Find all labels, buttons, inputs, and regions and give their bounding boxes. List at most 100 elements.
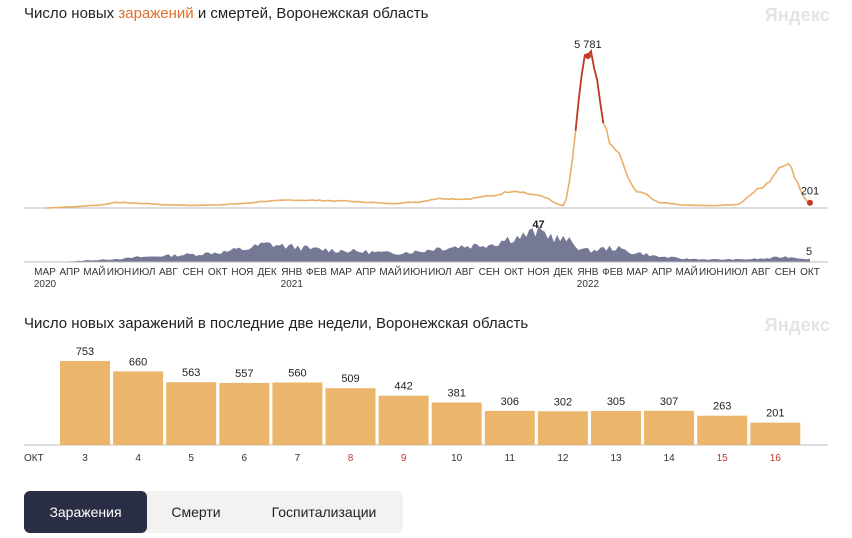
deaths-end-label: 5 (806, 246, 812, 258)
cases-end-dot (807, 199, 813, 206)
bar-category-label: 9 (401, 453, 407, 464)
cases-end-label: 201 (801, 186, 819, 198)
bar-value-label: 753 (76, 346, 94, 358)
yandex-logo: Яндекс (764, 5, 830, 25)
month-tick-label: СЕН (479, 267, 500, 278)
month-tick-label: ДЕК (257, 267, 276, 278)
title-part: и смертей, Воронежская область (193, 5, 429, 22)
month-tick-label: МАР (34, 267, 56, 278)
bar (644, 410, 695, 445)
bar (697, 415, 748, 445)
month-tick-label: ОКТ (504, 267, 524, 278)
month-tick-label: АПР (652, 267, 673, 278)
year-tick-label: 2022 (577, 279, 600, 290)
metric-tabs: Заражения Смерти Госпитализации (24, 491, 403, 533)
month-tick-label: ОКТ (800, 267, 820, 278)
bar-month-label: ОКТ (24, 453, 44, 464)
month-tick-label: ИЮН (107, 267, 132, 278)
bar-category-label: 7 (295, 453, 301, 464)
year-tick-label: 2021 (281, 279, 304, 290)
year-tick-label: 2020 (34, 279, 57, 290)
month-tick-label: ДЕК (554, 267, 573, 278)
month-tick-label: НОЯ (231, 267, 253, 278)
month-tick-label: ИЮЛ (132, 267, 155, 278)
bar-category-label: 15 (717, 453, 729, 464)
bar-category-label: 6 (242, 453, 248, 464)
month-tick-label: ЯНВ (281, 267, 302, 278)
bar (484, 410, 535, 445)
bar (750, 422, 801, 445)
cases-line (45, 49, 811, 209)
month-tick-label: МАЙ (379, 265, 401, 278)
bar-value-label: 563 (182, 367, 200, 379)
bar-value-label: 560 (288, 368, 306, 380)
bar-value-label: 442 (394, 381, 412, 393)
month-tick-label: АПР (356, 267, 377, 278)
month-tick-label: АВГ (455, 267, 474, 278)
cases-peak-label: 5 781 (574, 39, 602, 51)
month-tick-label: ИЮЛ (724, 267, 747, 278)
month-tick-label: ИЮЛ (428, 267, 451, 278)
bar (272, 382, 323, 445)
bar-value-label: 307 (660, 396, 678, 408)
bar-category-label: 14 (664, 453, 676, 464)
month-tick-label: МАР (626, 267, 648, 278)
bar-value-label: 381 (448, 388, 466, 400)
bar (219, 382, 270, 445)
bar-category-label: 16 (770, 453, 782, 464)
bar-category-label: 4 (135, 453, 141, 464)
bar (113, 371, 164, 445)
month-tick-label: ИЮН (699, 267, 724, 278)
bar-category-label: 8 (348, 453, 354, 464)
bar (537, 411, 588, 445)
month-tick-label: АВГ (159, 267, 178, 278)
bar (431, 402, 482, 445)
title-accent: заражений (118, 5, 194, 22)
bar-value-label: 660 (129, 356, 147, 368)
bar (378, 395, 429, 445)
month-tick-label: АВГ (751, 267, 770, 278)
bar-value-label: 306 (501, 396, 519, 408)
month-tick-label: ФЕВ (602, 267, 623, 278)
tab-infections[interactable]: Заражения (24, 491, 147, 533)
bar-category-label: 11 (505, 453, 516, 464)
bar-category-label: 5 (188, 453, 194, 464)
deaths-peak-label: 47 (532, 219, 544, 231)
bar-category-label: 3 (82, 453, 88, 464)
yandex-logo-2: Яндекс (764, 315, 830, 335)
month-tick-label: АПР (59, 267, 80, 278)
bar-category-label: 10 (451, 453, 463, 464)
cases-peak-dot (584, 53, 591, 59)
month-tick-label: МАР (330, 267, 352, 278)
bar-value-label: 302 (554, 396, 572, 408)
deaths-area (45, 225, 810, 262)
bar-value-label: 305 (607, 396, 625, 408)
bar-category-label: 12 (557, 453, 569, 464)
bar-value-label: 557 (235, 368, 253, 380)
tab-hospitalizations[interactable]: Госпитализации (271, 504, 377, 520)
bar (591, 411, 641, 445)
bar-value-label: 201 (766, 408, 784, 420)
bar (166, 382, 217, 445)
title-part: Число новых (24, 5, 119, 22)
top-chart-title: Число новых заражений и смертей, Воронеж… (24, 5, 428, 22)
bar (325, 388, 376, 445)
bar-value-label: 263 (713, 401, 731, 413)
month-tick-label: НОЯ (528, 267, 550, 278)
bar-value-label: 509 (341, 373, 359, 385)
month-tick-label: СЕН (775, 267, 796, 278)
month-tick-label: ЯНВ (577, 267, 598, 278)
bar-category-label: 13 (610, 453, 622, 464)
month-tick-label: ФЕВ (306, 267, 327, 278)
month-tick-label: ОКТ (208, 267, 228, 278)
cases-peak-segment (574, 49, 605, 131)
bar (60, 361, 110, 445)
month-tick-label: СЕН (183, 267, 204, 278)
bar-chart: 753 3 660 4 563 5 557 6 560 7 509 8 442 9 381 10 306 11 30… (24, 346, 828, 464)
bar-chart-title: Число новых заражений в последние две не… (24, 315, 529, 332)
month-tick-label: МАЙ (83, 265, 105, 278)
month-tick-label: МАЙ (676, 265, 698, 278)
tab-deaths[interactable]: Смерти (171, 504, 221, 520)
month-tick-label: ИЮН (403, 267, 428, 278)
